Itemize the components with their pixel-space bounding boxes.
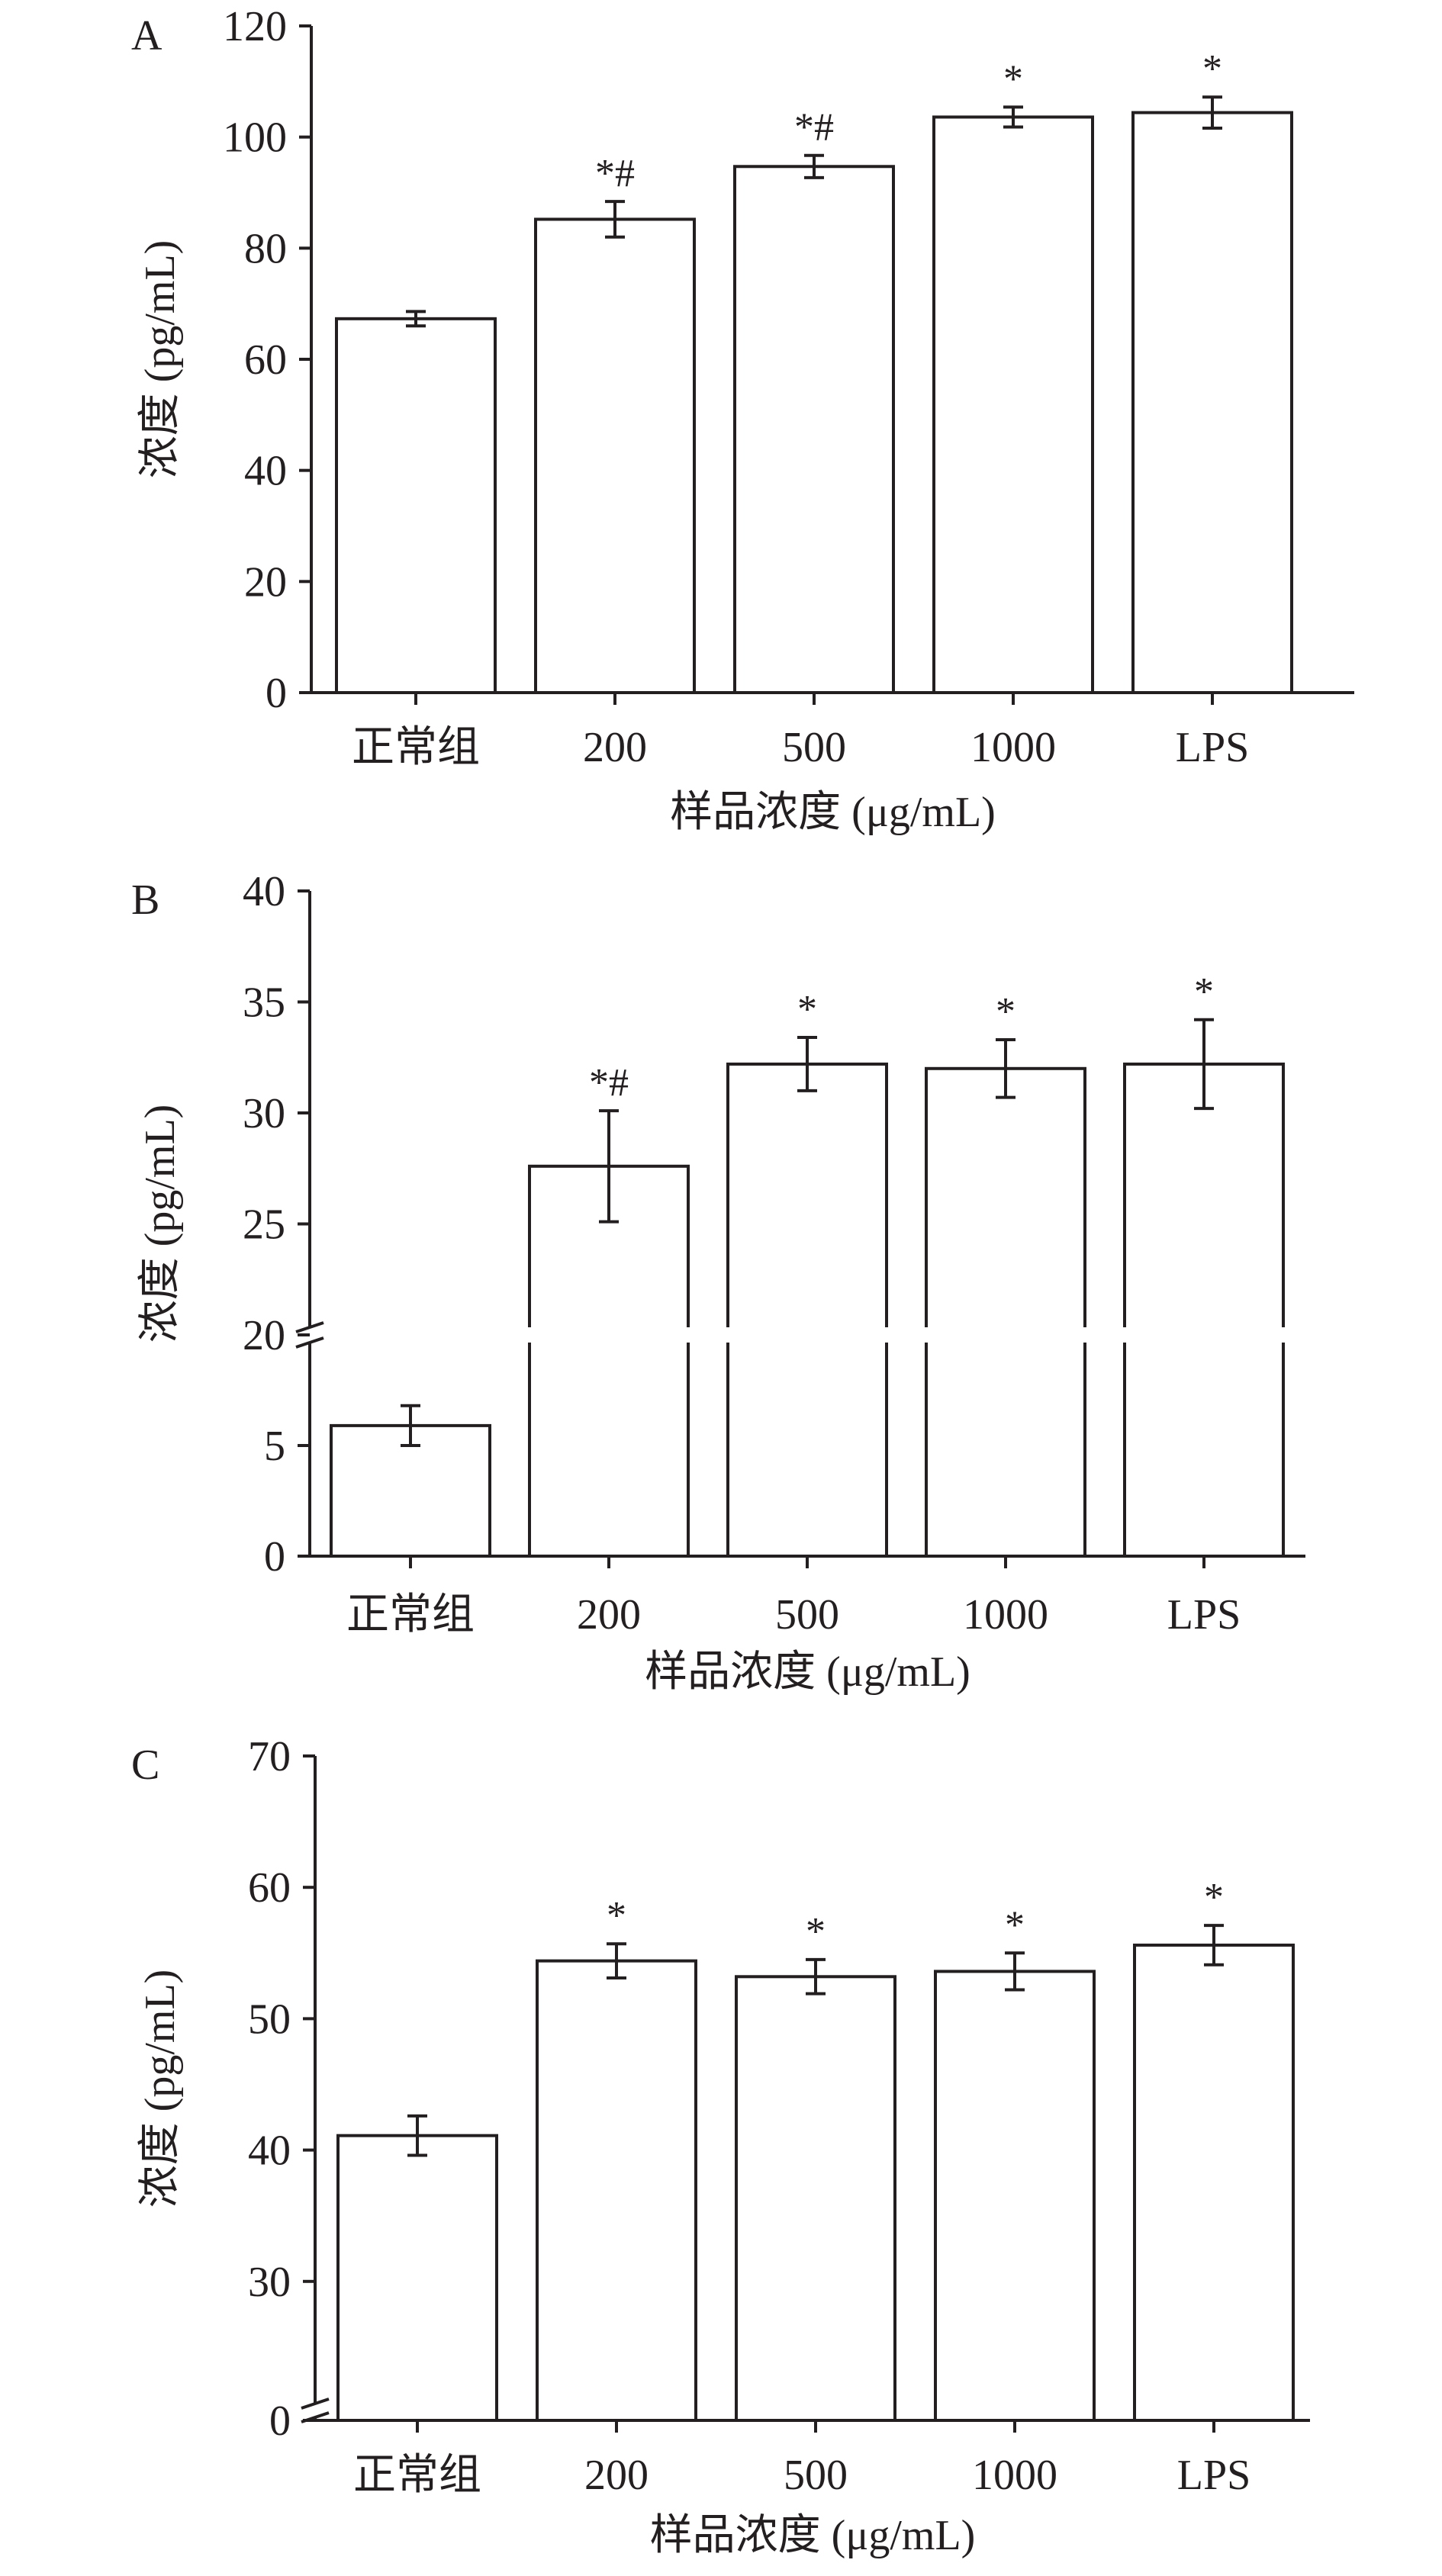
x-axis-label: 样品浓度 (μg/mL) (650, 2512, 976, 2559)
x-tick-label: LPS (1167, 1591, 1241, 1639)
bar (1131, 111, 1293, 694)
x-tick-label: 200 (577, 1591, 641, 1639)
y-axis-label: 浓度 (pg/mL) (137, 1105, 184, 1343)
y-tick-label: 70 (248, 1733, 291, 1780)
bar (733, 165, 895, 695)
panel-letter: C (131, 1741, 159, 1789)
bar (735, 1975, 896, 2422)
significance-mark: *# (794, 106, 834, 150)
bar (528, 1164, 690, 1558)
y-tick-label: 0 (264, 1533, 285, 1581)
x-tick-label: 1000 (963, 1591, 1048, 1639)
bar (1123, 1062, 1285, 1558)
chart-panel-c: C 0 30 40 50 60 70 浓度 (pg/mL) 正常组 * 200 * 500 * 1000 * L… (131, 1733, 1310, 2559)
y-tick-label: 5 (264, 1423, 285, 1470)
significance-mark: * (806, 1910, 826, 1954)
y-tick-label: 0 (269, 2398, 291, 2445)
error-bar (804, 153, 824, 179)
significance-mark: * (1194, 970, 1214, 1014)
y-tick-label: 25 (243, 1201, 285, 1249)
bar-break-gap (1122, 1327, 1286, 1343)
significance-mark: *# (595, 152, 635, 195)
x-tick-label: 200 (583, 724, 647, 771)
y-tick-label: 40 (248, 2127, 291, 2175)
y-tick-label: 120 (223, 3, 287, 50)
panel-letter: A (131, 12, 163, 59)
x-tick-label: 正常组 (352, 724, 480, 771)
bar (726, 1062, 888, 1558)
axis-break-mark (295, 1321, 324, 1333)
error-bar (406, 310, 426, 328)
error-bar (1003, 105, 1023, 129)
axis-break-mark (301, 2398, 330, 2410)
bar (932, 115, 1094, 695)
bar (335, 317, 497, 694)
significance-mark: * (607, 1894, 626, 1938)
y-tick-label: 35 (243, 979, 285, 1027)
error-bar (996, 1037, 1016, 1099)
x-tick-label: 200 (584, 2452, 649, 2499)
x-tick-label: 正常组 (346, 1591, 475, 1639)
bar (336, 2134, 498, 2422)
y-axis-label: 浓度 (pg/mL) (137, 240, 184, 479)
y-tick-label: 40 (243, 868, 285, 915)
significance-mark: * (797, 988, 817, 1031)
y-tick-label: 40 (244, 448, 287, 495)
y-tick-label: 20 (244, 558, 287, 606)
panel-letter: B (131, 876, 159, 924)
bar (925, 1066, 1086, 1558)
x-axis-label: 样品浓度 (μg/mL) (670, 789, 996, 836)
error-bar (401, 1404, 420, 1447)
significance-mark: * (1005, 1903, 1025, 1947)
x-tick-label: LPS (1176, 724, 1250, 771)
significance-mark: * (996, 990, 1016, 1034)
significance-mark: * (1003, 57, 1023, 101)
x-tick-label: LPS (1177, 2452, 1251, 2499)
y-tick-label: 20 (243, 1312, 285, 1359)
x-tick-label: 1000 (972, 2452, 1057, 2499)
error-bar (797, 1036, 817, 1092)
y-tick-label: 50 (248, 1996, 291, 2043)
x-tick-label: 正常组 (353, 2452, 481, 2499)
error-bar (806, 1957, 826, 1996)
y-tick-label: 100 (223, 114, 287, 162)
error-bar (1194, 1018, 1214, 1111)
x-tick-label: 1000 (970, 724, 1056, 771)
bar (534, 217, 696, 694)
y-tick-label: 0 (266, 670, 287, 717)
y-tick-label: 60 (244, 336, 287, 384)
error-bar (599, 1109, 619, 1224)
error-bar (607, 1942, 626, 1980)
bar (934, 1970, 1096, 2422)
bar-break-gap (923, 1327, 1088, 1343)
bar (536, 1959, 697, 2423)
y-tick-label: 30 (248, 2259, 291, 2306)
x-tick-label: 500 (784, 2452, 848, 2499)
significance-mark: *# (589, 1061, 629, 1105)
error-bar (1204, 1924, 1224, 1967)
y-tick-label: 80 (244, 225, 287, 272)
x-tick-label: 500 (775, 1591, 839, 1639)
x-tick-label: 500 (782, 724, 846, 771)
bar (1133, 1943, 1295, 2422)
error-bar (605, 200, 625, 239)
x-axis-label: 样品浓度 (μg/mL) (645, 1648, 970, 1696)
error-bar (1005, 1951, 1025, 1992)
significance-mark: * (1204, 1876, 1224, 1919)
y-axis-label: 浓度 (pg/mL) (137, 1970, 184, 2208)
bar-break-gap (526, 1327, 691, 1343)
chart-panel-b: B 0 5 20 25 30 35 40 浓度 (pg/mL) 正常组 *# 200 * 500 * 1000… (131, 868, 1305, 1696)
y-tick-label: 60 (248, 1864, 291, 1912)
chart-panel-a: A 0 20 40 60 80 100 120 浓度 (pg/mL) 正常组 *# 200 *# 500 *… (131, 3, 1354, 836)
error-bar (1202, 95, 1222, 130)
bar-break-gap (725, 1327, 890, 1343)
error-bar (407, 2114, 427, 2157)
axis-break-mark (295, 1336, 324, 1349)
y-tick-label: 30 (243, 1090, 285, 1137)
significance-mark: * (1202, 47, 1222, 91)
